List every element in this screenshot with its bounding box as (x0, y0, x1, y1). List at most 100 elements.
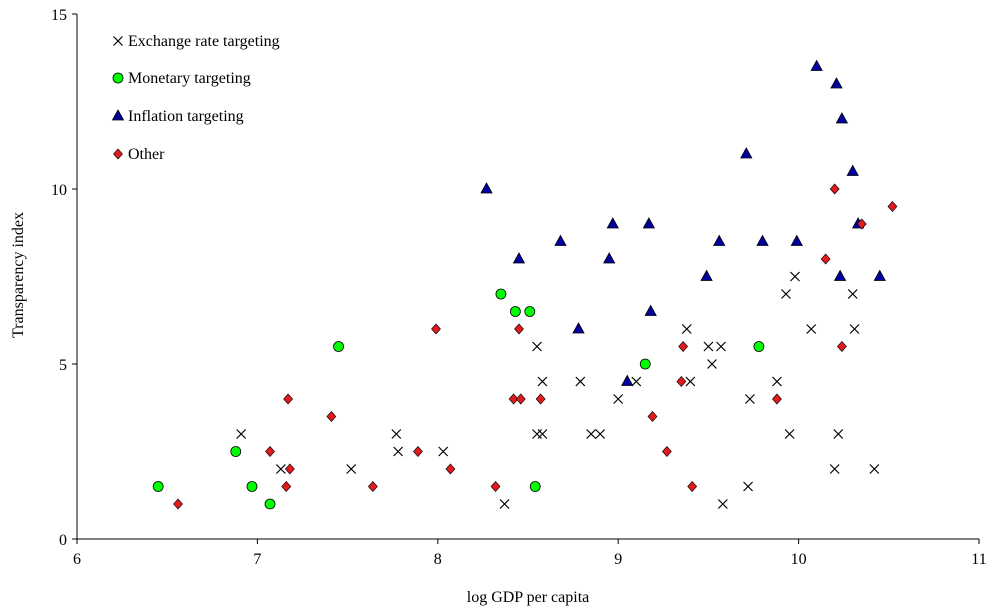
data-point-diamond (687, 481, 698, 492)
x-tick-label: 11 (971, 551, 986, 568)
x-axis-title: log GDP per capita (467, 589, 589, 606)
data-point-x (499, 499, 510, 509)
x-tick-label: 7 (253, 551, 261, 568)
data-point-x (849, 324, 860, 334)
data-point-diamond (820, 253, 831, 265)
data-point-triangle (873, 269, 886, 281)
data-point-diamond (514, 323, 524, 335)
data-point-diamond (662, 446, 672, 457)
data-point-triangle (572, 322, 585, 334)
data-point-triangle (713, 234, 726, 246)
data-point-diamond (265, 446, 275, 457)
data-point-x (346, 464, 357, 474)
data-point-circle (333, 341, 344, 352)
data-point-triangle (603, 252, 616, 264)
data-point-circle (495, 288, 507, 300)
data-point-triangle (790, 234, 803, 246)
y-tick-label: 5 (59, 357, 67, 374)
axes: 6 7 8 9 10 11 0 5 10 15 (51, 7, 987, 568)
data-point-triangle (480, 182, 493, 194)
data-point-diamond (283, 393, 293, 405)
data-point-x (275, 464, 286, 474)
data-point-x (833, 429, 844, 439)
legend-marker-diamond (113, 148, 123, 160)
data-point-triangle (756, 234, 769, 246)
data-point-x (716, 341, 726, 352)
data-point-circle (524, 306, 536, 317)
data-point-x (532, 341, 542, 352)
data-point-diamond (647, 411, 658, 422)
legend-label: Exchange rate targeting (128, 33, 280, 50)
data-point-x (681, 324, 692, 334)
data-point-diamond (887, 201, 898, 212)
data-point-x (575, 376, 586, 387)
data-point-circle (639, 358, 651, 370)
data-point-diamond (676, 376, 687, 387)
data-point-x (685, 376, 696, 387)
data-point-x (537, 376, 548, 387)
data-point-x (595, 429, 606, 439)
data-point-triangle (835, 112, 849, 124)
data-point-x (613, 394, 624, 404)
y-tick-label: 15 (51, 7, 67, 24)
data-point-circle (152, 481, 164, 492)
data-point-x (847, 289, 858, 299)
legend-label: Other (128, 146, 165, 163)
data-point-diamond (508, 393, 519, 405)
data-point-x (703, 341, 714, 352)
data-point-x (707, 359, 717, 369)
data-point-diamond (445, 463, 456, 475)
y-tick-label: 0 (59, 532, 67, 549)
data-point-diamond (515, 393, 526, 405)
y-tick-label: 10 (51, 182, 67, 199)
x-tick-label: 6 (73, 551, 81, 568)
legend-label: Inflation targeting (128, 108, 244, 125)
data-point-triangle (833, 269, 847, 281)
legend-item: Exchange rate targeting (113, 33, 280, 50)
data-point-diamond (431, 323, 441, 335)
data-point-diamond (772, 393, 782, 405)
data-point-diamond (284, 463, 295, 475)
data-point-diamond (829, 183, 840, 195)
data-point-circle (246, 481, 258, 492)
data-point-triangle (700, 269, 713, 281)
series-circle (152, 288, 765, 510)
data-point-x (784, 429, 795, 439)
legend-item: Monetary targeting (112, 70, 251, 87)
data-point-x (717, 499, 728, 509)
data-points (152, 59, 898, 510)
data-point-x (236, 429, 247, 439)
data-point-circle (529, 481, 541, 492)
data-point-x (829, 464, 840, 474)
data-point-triangle (644, 304, 657, 316)
data-point-triangle (642, 217, 656, 229)
legend-label: Monetary targeting (128, 70, 251, 87)
data-point-triangle (810, 59, 823, 71)
data-point-triangle (606, 217, 619, 229)
data-point-diamond (367, 481, 378, 492)
y-axis-title: Transparency index (10, 212, 27, 338)
data-point-triangle (740, 147, 753, 159)
data-point-triangle (554, 234, 567, 246)
data-point-triangle (846, 164, 859, 176)
x-tick-label: 9 (614, 551, 622, 568)
data-point-circle (230, 446, 242, 457)
data-point-x (631, 376, 642, 387)
data-point-x (744, 394, 755, 404)
legend: Exchange rate targeting Monetary targetin… (111, 33, 280, 163)
data-point-circle (753, 341, 765, 352)
data-point-x (869, 464, 880, 474)
data-point-triangle (830, 77, 843, 89)
data-point-diamond (836, 341, 847, 352)
data-point-diamond (326, 411, 337, 422)
data-point-circle (264, 498, 276, 510)
data-point-x (772, 376, 782, 387)
data-point-triangle (512, 252, 526, 264)
data-point-x (393, 446, 404, 457)
data-point-x (781, 289, 791, 299)
legend-marker-x (113, 36, 123, 46)
data-point-x (743, 481, 754, 492)
data-point-triangle (621, 374, 634, 386)
data-point-x (586, 429, 597, 439)
